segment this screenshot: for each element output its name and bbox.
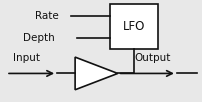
Polygon shape bbox=[75, 57, 117, 90]
Text: Rate: Rate bbox=[35, 11, 59, 21]
Bar bbox=[109, 4, 158, 49]
Text: Depth: Depth bbox=[23, 33, 55, 43]
Text: LFO: LFO bbox=[122, 19, 144, 33]
Text: Input: Input bbox=[13, 53, 40, 63]
Text: Output: Output bbox=[133, 53, 170, 63]
